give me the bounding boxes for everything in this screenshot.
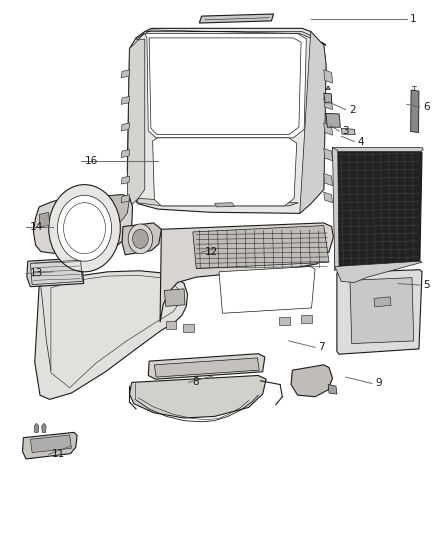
Polygon shape [145,34,306,138]
Text: 1: 1 [410,14,417,25]
Polygon shape [193,225,329,269]
Polygon shape [332,148,339,271]
Circle shape [49,184,120,272]
Polygon shape [166,321,176,329]
Polygon shape [328,384,337,394]
Polygon shape [324,70,332,83]
Polygon shape [300,31,326,213]
Polygon shape [152,138,297,206]
Polygon shape [335,261,422,282]
Text: 8: 8 [192,377,198,387]
Polygon shape [326,114,340,127]
Polygon shape [130,375,266,418]
Polygon shape [136,30,326,45]
Polygon shape [42,423,46,432]
Polygon shape [27,258,84,287]
Polygon shape [411,90,419,133]
Text: 14: 14 [29,222,43,232]
Polygon shape [291,365,332,397]
Polygon shape [337,270,422,354]
Text: 11: 11 [52,449,65,459]
Polygon shape [30,435,71,453]
Polygon shape [121,70,130,78]
Text: 9: 9 [375,378,382,389]
Text: 5: 5 [424,280,430,290]
Polygon shape [148,354,265,379]
Circle shape [133,229,148,248]
Polygon shape [22,432,77,459]
Polygon shape [154,358,259,377]
Polygon shape [324,123,332,135]
Polygon shape [164,289,185,306]
Text: 3: 3 [343,126,349,136]
Polygon shape [39,212,49,227]
Polygon shape [121,96,130,104]
Text: 6: 6 [424,102,430,112]
Polygon shape [350,278,414,344]
Polygon shape [324,173,332,185]
Polygon shape [324,192,332,203]
Text: 16: 16 [85,156,98,166]
Polygon shape [127,39,145,207]
Polygon shape [199,14,274,23]
Polygon shape [121,123,130,131]
Text: 2: 2 [349,104,356,115]
Polygon shape [121,195,130,203]
Text: 7: 7 [318,342,325,352]
Polygon shape [121,176,130,184]
Polygon shape [121,150,130,158]
Polygon shape [324,149,332,161]
Polygon shape [35,271,187,399]
Polygon shape [137,198,298,206]
Polygon shape [160,223,333,322]
Circle shape [57,195,112,261]
Polygon shape [215,203,234,207]
Polygon shape [219,266,315,313]
Polygon shape [33,195,133,256]
Polygon shape [335,151,422,268]
Polygon shape [122,223,161,255]
Polygon shape [183,324,194,332]
Polygon shape [279,317,290,325]
Polygon shape [374,297,391,307]
Polygon shape [324,98,332,110]
Circle shape [128,224,152,254]
Text: 4: 4 [358,136,364,147]
Polygon shape [127,28,326,213]
Polygon shape [34,423,39,432]
Text: 13: 13 [29,269,43,278]
Polygon shape [301,316,311,324]
Polygon shape [341,128,355,135]
Text: 12: 12 [205,247,218,257]
Polygon shape [332,148,424,152]
Polygon shape [326,86,330,90]
Polygon shape [64,195,130,228]
Polygon shape [324,93,332,103]
